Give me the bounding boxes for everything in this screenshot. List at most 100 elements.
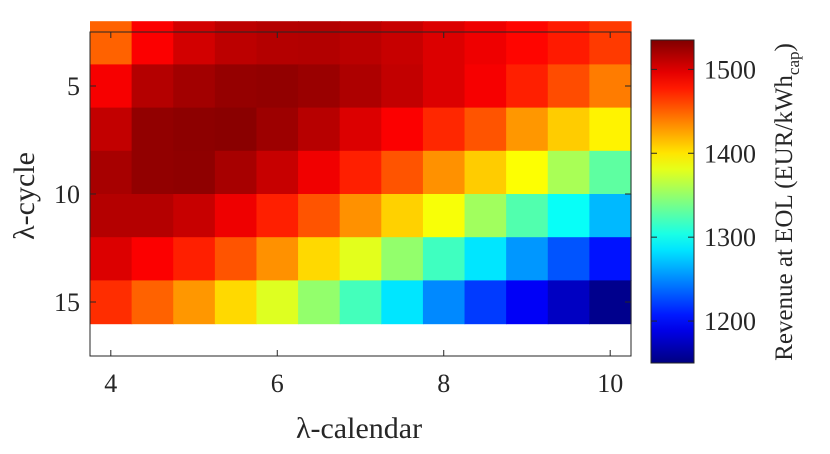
heatmap-cell xyxy=(589,107,632,152)
heatmap-cell xyxy=(589,64,632,109)
heatmap-cell xyxy=(214,237,258,281)
x-tick-label: 6 xyxy=(271,369,284,398)
colorbar-label-close: ) xyxy=(771,43,798,51)
heatmap-cell xyxy=(422,150,466,195)
heatmap-cell xyxy=(422,237,466,281)
heatmap-cell xyxy=(256,21,299,65)
heatmap-cell xyxy=(339,21,382,65)
heatmap-cell xyxy=(214,64,258,109)
colorbar-tick-label: 1400 xyxy=(704,139,756,168)
heatmap-cell xyxy=(298,64,341,109)
heatmap-cell xyxy=(214,21,258,65)
heatmap-cell xyxy=(464,280,507,325)
heatmap-cell xyxy=(90,280,133,325)
heatmap-cell xyxy=(506,237,549,281)
heatmap-cell xyxy=(298,21,341,65)
heatmap-cell xyxy=(547,107,590,152)
heatmap-cell xyxy=(422,280,466,325)
x-tick-label: 4 xyxy=(104,369,117,398)
heatmap-cell xyxy=(256,107,299,152)
heatmap-cell xyxy=(506,21,549,65)
heatmap-cell xyxy=(422,194,466,238)
heatmap-cell xyxy=(547,21,590,65)
heatmap-cell xyxy=(506,150,549,195)
heatmap-cell xyxy=(506,194,549,238)
heatmap-cell xyxy=(339,194,382,238)
x-tick-label: 10 xyxy=(597,369,623,398)
heatmap-cell xyxy=(339,64,382,109)
x-axis-label: λ-calendar xyxy=(296,412,422,445)
heatmap-cell xyxy=(214,194,258,238)
heatmap-cell xyxy=(381,237,424,281)
heatmap-cell xyxy=(381,21,424,65)
plot-frame xyxy=(89,31,632,357)
heatmap-cell xyxy=(589,150,632,195)
heatmap-cell xyxy=(422,64,466,109)
heatmap-cell xyxy=(173,64,216,109)
heatmap-cell xyxy=(589,21,632,65)
y-tick-label: 10 xyxy=(54,180,80,209)
heatmap-cell xyxy=(90,21,133,65)
heatmap-cell xyxy=(422,21,466,65)
colorbar-tick-label: 1200 xyxy=(704,307,756,336)
heatmap-cell xyxy=(131,150,174,195)
heatmap-cell xyxy=(90,194,133,238)
heatmap-cell xyxy=(464,150,507,195)
heatmap-cell xyxy=(173,150,216,195)
heatmap-cell xyxy=(339,280,382,325)
x-axis-ticks: 4 6 8 10 xyxy=(104,32,623,398)
y-axis-label: λ-cycle xyxy=(8,152,41,240)
heatmap-cell xyxy=(464,237,507,281)
heatmap-cell xyxy=(339,107,382,152)
heatmap-cell xyxy=(214,280,258,325)
heatmap-cell xyxy=(381,107,424,152)
heatmap-cell xyxy=(131,237,174,281)
colorbar-label: Revenue at EOL (EUR/kWhcap) xyxy=(771,43,803,361)
heatmap-cell xyxy=(547,150,590,195)
heatmap-cell xyxy=(90,237,133,281)
heatmap-cell xyxy=(589,237,632,281)
heatmap-cell xyxy=(464,107,507,152)
heatmap-cell xyxy=(256,150,299,195)
y-tick-label: 5 xyxy=(67,72,80,101)
heatmap-cell xyxy=(506,280,549,325)
heatmap-cell xyxy=(381,150,424,195)
heatmap-cell xyxy=(173,237,216,281)
heatmap-cell xyxy=(173,280,216,325)
heatmap-cell xyxy=(381,64,424,109)
heatmap-cell xyxy=(131,64,174,109)
heatmap-cell xyxy=(256,64,299,109)
heatmap-cell xyxy=(256,237,299,281)
colorbar-label-subscript: cap xyxy=(784,51,803,75)
heatmap-cell xyxy=(464,64,507,109)
heatmap-cell xyxy=(131,107,174,152)
heatmap-cell xyxy=(422,107,466,152)
heatmap-cells xyxy=(90,21,632,325)
colorbar-tick-label: 1300 xyxy=(704,223,756,252)
x-tick-label: 8 xyxy=(437,369,450,398)
heatmap-cell xyxy=(547,237,590,281)
colorbar-tick-label: 1500 xyxy=(704,55,756,84)
heatmap-cell xyxy=(173,194,216,238)
heatmap-cell xyxy=(339,237,382,281)
heatmap-cell xyxy=(131,194,174,238)
heatmap-cell xyxy=(464,194,507,238)
heatmap-cell xyxy=(381,194,424,238)
heatmap-cell xyxy=(298,237,341,281)
heatmap-cell xyxy=(131,280,174,325)
heatmap-cell xyxy=(131,21,174,65)
colorbar-ticks: 1200 1300 1400 1500 xyxy=(651,55,756,336)
heatmap-cell xyxy=(506,107,549,152)
heatmap-cell xyxy=(298,107,341,152)
heatmap-cell xyxy=(339,150,382,195)
heatmap-cell xyxy=(90,150,133,195)
heatmap-cell xyxy=(589,280,632,325)
y-axis-ticks: 5 10 15 xyxy=(54,72,631,317)
heatmap-cell xyxy=(173,107,216,152)
y-tick-label: 15 xyxy=(54,288,80,317)
heatmap-cell xyxy=(256,280,299,325)
heatmap-cell xyxy=(547,64,590,109)
heatmap-cell xyxy=(298,280,341,325)
heatmap-cell xyxy=(298,150,341,195)
